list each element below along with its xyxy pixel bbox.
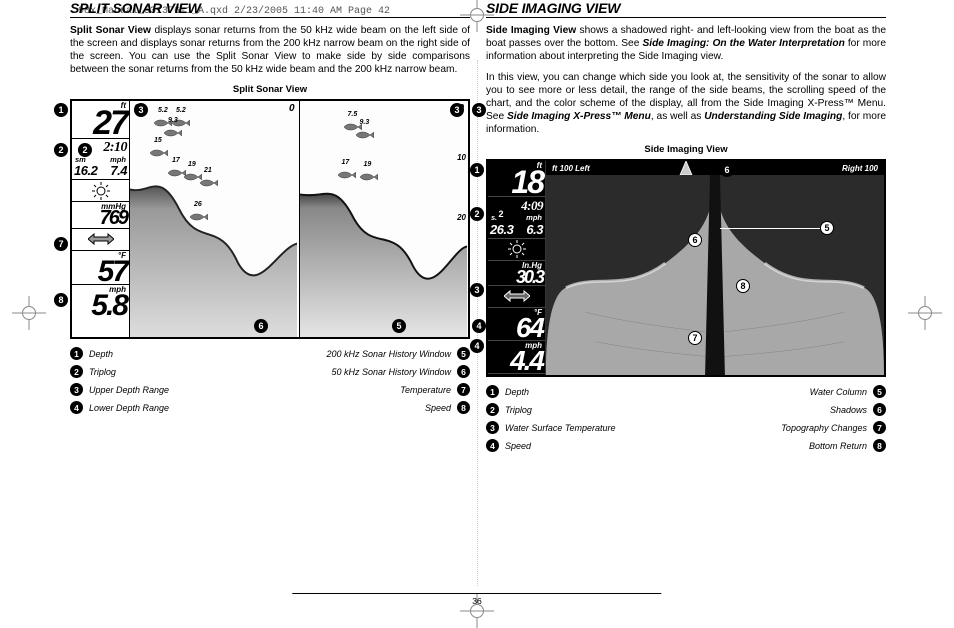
si-callout-1: 1 [470, 163, 484, 177]
split-sonar-heading: SPLIT SONAR VIEW [70, 0, 470, 18]
legend-row: 5200 kHz Sonar History Window [327, 347, 470, 360]
pressure-value: 769 [72, 211, 129, 227]
legend-row: 2Triplog [70, 365, 169, 378]
legend-row: 650 kHz Sonar History Window [327, 365, 470, 378]
legend-row: 5Water Column [781, 385, 886, 398]
left-column: SPLIT SONAR VIEW Split Sonar View displa… [70, 0, 470, 414]
callout-1: 1 [54, 103, 68, 117]
si-depth: 18 [488, 170, 545, 195]
si-topbar: ft 100 Left Right 100 [546, 161, 884, 175]
fish-icon [188, 209, 208, 219]
si-pressure: 30.3 [488, 270, 545, 284]
split-sonar-legend: 1Depth 2Triplog 3Upper Depth Range 4Lower D… [70, 347, 470, 414]
side-imaging-legend: 1Depth 2Triplog 3Water Surface Temperature… [486, 385, 886, 452]
split-sonar-sidebar: ft 27 2:10 smmph 16.27.4 mmHg 769 °F 57 [72, 101, 130, 337]
fish-icon [336, 167, 356, 177]
si-image-area [546, 175, 884, 375]
legend-row: 8Bottom Return [781, 439, 886, 452]
registration-mark-right [914, 302, 936, 324]
fish-icon [162, 125, 182, 135]
legend-row: 1Depth [486, 385, 616, 398]
callout-7: 7 [54, 237, 68, 251]
side-imaging-p2: In this view, you can change which side … [486, 71, 886, 136]
callout-4: 4 [472, 319, 486, 333]
fish-icon [358, 169, 378, 179]
legend-row: 6Shadows [781, 403, 886, 416]
split-sonar-figure: 1 2 2 7 8 3 3 3 6 5 4 ft 27 2:10 smmph 1… [70, 99, 470, 339]
legend-row: 2Triplog [486, 403, 616, 416]
si-callout-2: 2 [470, 207, 484, 221]
si-sidebar: ft 18 4:09 smmph 26.36.3 In.Hg 30.3 °F 6… [488, 161, 546, 375]
si-speed: 4.4 [488, 350, 545, 372]
legend-row: 7Temperature [327, 383, 470, 396]
callout-3b: 3 [472, 103, 486, 117]
legend-row: 1Depth [70, 347, 169, 360]
boat-icon [678, 161, 694, 175]
arrow-icon [72, 229, 129, 251]
split-sonar-fig-title: Split Sonar View [70, 84, 470, 95]
depth-value: 27 [72, 110, 129, 137]
legend-row: 4Lower Depth Range [70, 401, 169, 414]
split-sonar-body: Split Sonar View displays sonar returns … [70, 24, 470, 76]
si-arrow-icon [488, 286, 545, 308]
callout-2: 2 [54, 143, 68, 157]
legend-row: 4Speed [486, 439, 616, 452]
temp-value: 57 [72, 260, 129, 283]
fish-icon [354, 127, 374, 137]
page-number: 36 [292, 593, 661, 606]
legend-row: 3Upper Depth Range [70, 383, 169, 396]
pane-50khz: 0 0 40 50kHz 5.25.29.31517192126 [130, 101, 299, 337]
si-callout-4: 4 [470, 339, 484, 353]
si-callout-3: 3 [470, 283, 484, 297]
fish-icon [148, 145, 168, 155]
registration-mark-left [18, 302, 40, 324]
callout-8: 8 [54, 293, 68, 307]
weather-icon [72, 180, 129, 202]
side-imaging-figure: 1 2 2 3 4 6 5 6 8 7 ft 18 4:09 smmph 26.… [486, 159, 886, 377]
right-column: SIDE IMAGING VIEW Side Imaging View show… [486, 0, 886, 452]
si-weather-icon [488, 239, 545, 261]
si-temp: 64 [488, 317, 545, 339]
side-imaging-heading: SIDE IMAGING VIEW [486, 0, 886, 18]
pane-200khz: 0 40 200kHz 10 20 30 7.59.31719 [299, 101, 469, 337]
speed-value: 5.8 [72, 294, 129, 317]
side-imaging-fig-title: Side Imaging View [486, 144, 886, 155]
legend-row: 7Topography Changes [781, 421, 886, 434]
legend-row: 3Water Surface Temperature [486, 421, 616, 434]
side-imaging-p1: Side Imaging View shows a shadowed right… [486, 24, 886, 63]
legend-row: 8Speed [327, 401, 470, 414]
fish-icon [198, 175, 218, 185]
